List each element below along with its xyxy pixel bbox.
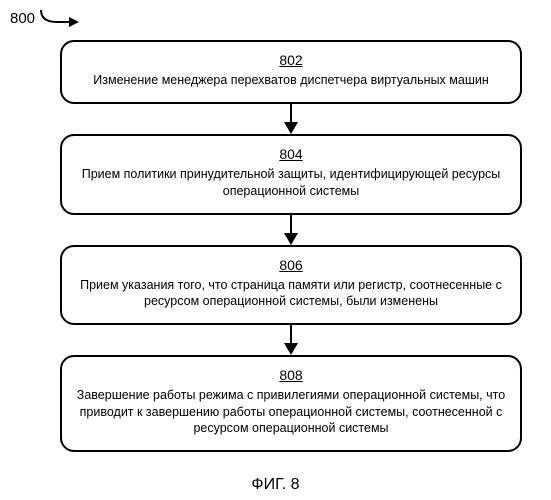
flow-arrow-icon [284,325,298,355]
flow-arrow-icon [284,104,298,134]
step-number: 806 [76,257,506,273]
flow-arrow-icon [284,215,298,245]
step-text: Прием политики принудительной защиты, ид… [76,166,506,199]
figure-ref-label: 800 [10,8,79,28]
figure-ref-number: 800 [10,10,35,27]
flow-step: 808 Завершение работы режима с привилегия… [60,355,522,452]
step-number: 802 [76,52,506,68]
step-number: 804 [76,146,506,162]
flow-step: 804 Прием политики принудительной защиты,… [60,134,522,215]
figure-caption: ФИГ. 8 [0,476,551,494]
step-number: 808 [76,367,506,383]
step-text: Завершение работы режима с привилегиями … [76,387,506,436]
hook-arrow-icon [39,8,79,28]
flowchart: 802 Изменение менеджера перехватов диспет… [60,40,522,452]
step-text: Прием указания того, что страница памяти… [76,277,506,310]
step-text: Изменение менеджера перехватов диспетчер… [76,72,506,88]
flow-step: 806 Прием указания того, что страница пам… [60,245,522,326]
flow-step: 802 Изменение менеджера перехватов диспет… [60,40,522,104]
